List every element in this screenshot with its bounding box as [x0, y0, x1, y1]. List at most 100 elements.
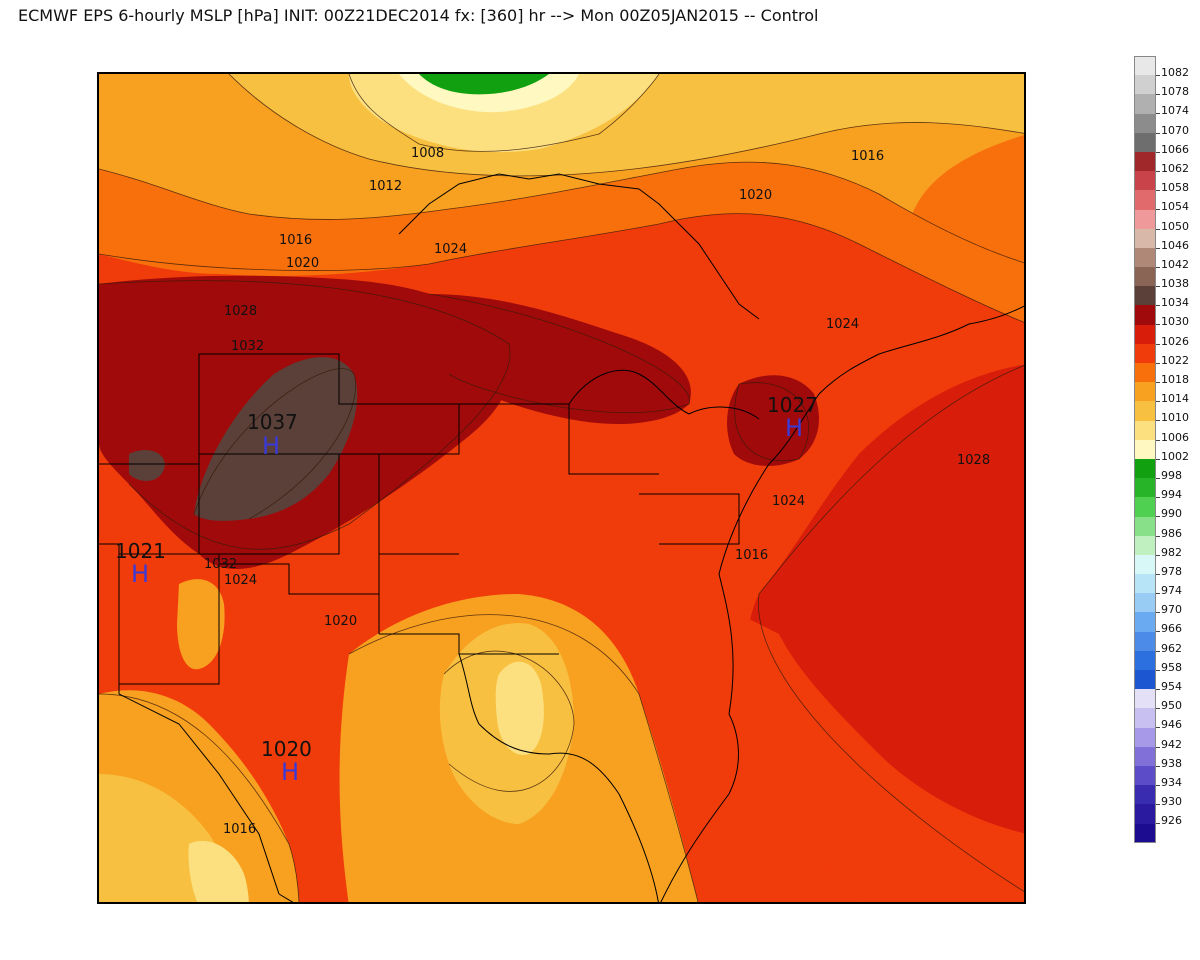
colorbar-swatch: [1134, 765, 1156, 786]
contour-label: 1032: [231, 339, 264, 354]
colorbar-swatch: [1134, 401, 1156, 421]
colorbar-tick: [1156, 305, 1160, 307]
colorbar-swatch: [1134, 631, 1156, 651]
colorbar-swatch: [1134, 574, 1156, 594]
colorbar-tick: [1156, 458, 1160, 460]
colorbar-label: 1006: [1161, 430, 1189, 444]
colorbar-entry: 954: [1134, 670, 1192, 693]
colorbar-entry: 1046: [1134, 228, 1192, 252]
colorbar-entry: 1022: [1134, 343, 1192, 367]
contour-label: 1028: [224, 304, 257, 319]
colorbar-label: 1014: [1161, 392, 1189, 406]
colorbar-swatch: [1134, 286, 1156, 306]
colorbar-tick: [1156, 746, 1160, 748]
colorbar-entry: 998: [1134, 458, 1192, 482]
field-gulf-1006: [495, 661, 544, 755]
colorbar-entry: 1034: [1134, 286, 1192, 309]
colorbar-swatch: [1134, 343, 1156, 363]
colorbar-entry: 1054: [1134, 190, 1192, 213]
field-atlantic-1022: [731, 614, 1024, 902]
colorbar-label: 946: [1161, 718, 1182, 732]
colorbar-tick: [1156, 497, 1160, 499]
colorbar-entry: 1014: [1134, 382, 1192, 405]
colorbar-tick: [1156, 247, 1160, 249]
colorbar-label: 962: [1161, 641, 1182, 655]
colorbar-label: 942: [1161, 737, 1182, 751]
contour-label: 1020: [286, 256, 319, 271]
high-center-symbol: H: [131, 560, 149, 588]
colorbar-label: 958: [1161, 660, 1182, 674]
contour-label: 1028: [957, 453, 990, 468]
high-center-symbol: H: [785, 414, 803, 442]
colorbar-entry: 938: [1134, 746, 1192, 770]
colorbar-swatch: [1134, 247, 1156, 268]
colorbar-swatch: [1134, 382, 1156, 402]
colorbar-tick: [1156, 804, 1160, 806]
colorbar-tick: [1156, 343, 1160, 345]
colorbar-entry: 950: [1134, 689, 1192, 712]
colorbar-swatch: [1134, 305, 1156, 325]
colorbar-tick: [1156, 209, 1160, 211]
colorbar-entry: 942: [1134, 727, 1192, 751]
colorbar-tick: [1156, 286, 1160, 288]
colorbar-swatch: [1134, 228, 1156, 248]
colorbar-entry: 1070: [1134, 113, 1192, 137]
contour-label: 1024: [772, 494, 805, 509]
colorbar-entry: 1062: [1134, 151, 1192, 175]
colorbar-label: 926: [1161, 814, 1182, 828]
coastlines: [99, 173, 1024, 902]
colorbar-entry: [1134, 823, 1192, 843]
colorbar-label: 1038: [1161, 277, 1189, 291]
colorbar-swatch: [1134, 727, 1156, 747]
contour-label: 1024: [826, 317, 859, 332]
colorbar-label: 1074: [1161, 104, 1189, 118]
colorbar-swatch: [1134, 171, 1156, 191]
contour-label: 1016: [279, 233, 312, 248]
colorbar-swatch: [1134, 267, 1156, 287]
colorbar-label: 1002: [1161, 449, 1189, 463]
colorbar-entry: 982: [1134, 535, 1192, 559]
contour-label: 1012: [369, 179, 402, 194]
colorbar-tick: [1156, 420, 1160, 422]
colorbar-swatch: [1134, 804, 1156, 824]
colorbar-entry: 946: [1134, 708, 1192, 731]
colorbar-swatch: [1134, 708, 1156, 728]
colorbar-entry: 1066: [1134, 132, 1192, 156]
colorbar-swatch: [1134, 458, 1156, 479]
colorbar-tick: [1156, 477, 1160, 479]
high-center-symbol: H: [262, 432, 280, 460]
colorbar-label: 1010: [1161, 411, 1189, 425]
contour-label: 1024: [224, 573, 257, 588]
colorbar-label: 974: [1161, 584, 1182, 598]
colorbar-tick: [1156, 439, 1160, 441]
colorbar-label: 1034: [1161, 296, 1189, 310]
colorbar-tick: [1156, 228, 1160, 230]
colorbar-swatch: [1134, 324, 1156, 344]
field-newmexico-1014: [177, 579, 225, 670]
colorbar-label: 970: [1161, 603, 1182, 617]
contour-label: 1016: [735, 548, 768, 563]
colorbar-entry: 966: [1134, 612, 1192, 635]
colorbar-swatch: [1134, 612, 1156, 632]
colorbar-tick: [1156, 554, 1160, 556]
colorbar-swatch: [1134, 823, 1156, 843]
colorbar-label: 1022: [1161, 353, 1189, 367]
colorbar-entry: 974: [1134, 574, 1192, 597]
colorbar-tick: [1156, 190, 1160, 192]
colorbar-entry: 970: [1134, 593, 1192, 616]
colorbar-entry: 1026: [1134, 324, 1192, 348]
colorbar-entry: 1078: [1134, 75, 1192, 98]
colorbar-tick: [1156, 382, 1160, 383]
colorbar-tick: [1156, 535, 1160, 537]
colorbar-entry: 1006: [1134, 420, 1192, 444]
colorbar-label: 1026: [1161, 334, 1189, 348]
colorbar-tick: [1156, 113, 1160, 115]
colorbar-label: 1042: [1161, 257, 1189, 271]
colorbar-tick: [1156, 631, 1160, 633]
contour-label: 1020: [324, 614, 357, 629]
high-center-value: 1027: [767, 393, 818, 417]
colorbar-swatch: [1134, 670, 1156, 690]
field-ne-1018: [909, 135, 1024, 294]
colorbar-swatch: [1134, 209, 1156, 229]
colorbar-tick: [1156, 650, 1160, 652]
